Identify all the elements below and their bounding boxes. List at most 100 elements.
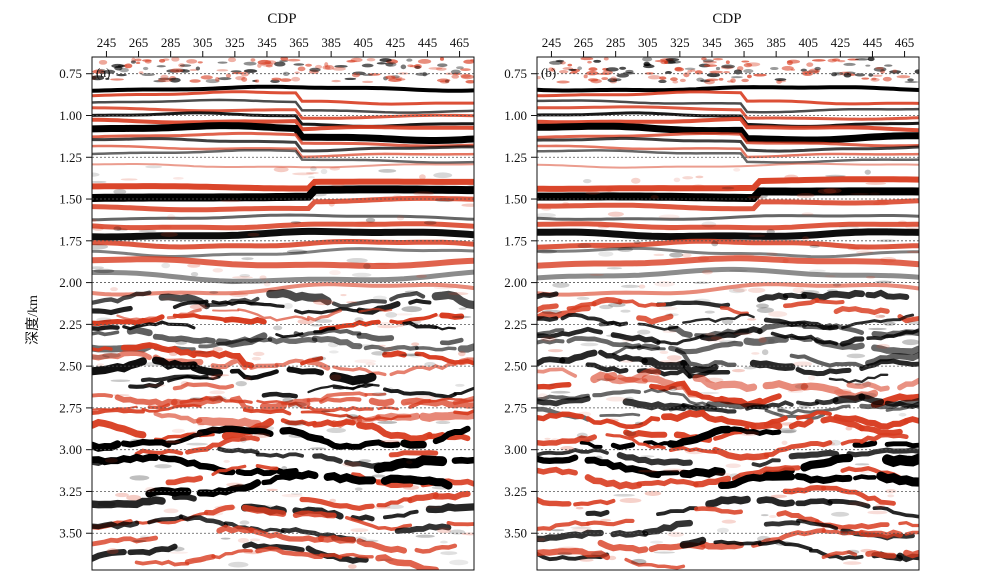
reflector-b-120 — [885, 403, 919, 412]
reflector-b-81 — [585, 362, 629, 374]
texture-b-11 — [576, 432, 588, 439]
reflector-a-171 — [323, 471, 377, 485]
reflector-a-13 — [92, 185, 474, 202]
reflector-a-148 — [134, 448, 184, 457]
texture-b-59 — [725, 463, 741, 469]
texture-a-65 — [126, 494, 142, 501]
noise-b-98 — [868, 73, 874, 77]
noise-b-136 — [871, 77, 877, 81]
noise-a-135 — [406, 58, 413, 62]
texture-a-6 — [220, 537, 231, 540]
texture-a-204 — [96, 363, 105, 367]
reflector-a-111 — [400, 397, 474, 409]
reflector-a-23 — [92, 290, 152, 305]
texture-b-88 — [801, 212, 814, 216]
noise-a-117 — [291, 76, 301, 82]
texture-a-135 — [413, 191, 435, 196]
reflector-b-114 — [858, 393, 885, 406]
texture-b-157 — [831, 511, 850, 517]
texture-b-48 — [743, 366, 756, 370]
texture-a-102 — [328, 350, 339, 354]
x-tick-label-a-11: 465 — [450, 35, 470, 50]
texture-a-47 — [172, 176, 184, 180]
reflector-a-48 — [92, 324, 120, 331]
texture-a-10 — [385, 504, 404, 510]
noise-a-46 — [286, 58, 301, 62]
y-tick-label-b-5: 2.00 — [504, 275, 527, 290]
reflector-b-126 — [795, 410, 832, 420]
reflector-b-170 — [794, 472, 853, 484]
reflector-a-131 — [419, 410, 474, 422]
texture-a-82 — [419, 174, 426, 180]
reflector-b-19 — [537, 246, 919, 259]
noise-a-18 — [92, 69, 106, 74]
reflector-a-2 — [92, 98, 474, 114]
texture-a-129 — [320, 168, 328, 175]
texture-b-111 — [849, 192, 870, 195]
texture-a-34 — [229, 292, 249, 297]
noise-a-100 — [216, 69, 229, 72]
texture-a-61 — [423, 220, 437, 225]
reflector-b-56 — [656, 334, 705, 346]
texture-b-85 — [781, 440, 788, 445]
reflector-b-206 — [757, 539, 813, 551]
noise-a-4 — [171, 57, 180, 62]
reflector-a-161 — [165, 475, 204, 486]
texture-a-165 — [411, 342, 420, 347]
reflector-b-20 — [537, 255, 919, 269]
texture-b-8 — [537, 537, 546, 542]
reflector-b-73 — [537, 356, 566, 367]
noise-b-77 — [882, 76, 892, 82]
reflector-a-158 — [235, 467, 299, 477]
texture-b-100 — [845, 426, 853, 431]
noise-b-30 — [806, 62, 814, 67]
reflector-b-23 — [537, 291, 559, 300]
reflector-b-24 — [655, 300, 731, 309]
reflector-a-205 — [92, 549, 127, 562]
texture-a-64 — [346, 258, 368, 263]
texture-b-35 — [550, 529, 565, 532]
texture-a-131 — [186, 442, 208, 446]
texture-a-74 — [455, 383, 465, 387]
texture-a-90 — [311, 193, 327, 197]
texture-b-189 — [607, 555, 617, 561]
texture-b-72 — [540, 336, 556, 342]
texture-a-203 — [464, 184, 474, 191]
reflector-b-184 — [537, 520, 590, 531]
texture-b-84 — [682, 176, 694, 180]
texture-b-115 — [784, 174, 799, 180]
texture-a-155 — [401, 306, 422, 313]
reflector-a-59 — [356, 332, 395, 342]
reflector-a-11 — [92, 163, 474, 169]
texture-b-12 — [618, 520, 626, 524]
reflector-a-163 — [255, 463, 279, 471]
texture-a-92 — [449, 529, 466, 535]
reflector-b-128 — [903, 416, 919, 424]
y-tick-label-a-9: 3.00 — [59, 442, 82, 457]
texture-b-61 — [666, 355, 682, 361]
texture-b-65 — [833, 388, 852, 395]
noise-a-11 — [241, 77, 248, 82]
texture-b-200 — [832, 282, 842, 287]
y-tick-label-a-5: 2.00 — [59, 275, 82, 290]
noise-a-134 — [197, 61, 203, 64]
texture-b-86 — [649, 540, 664, 544]
texture-b-117 — [669, 252, 684, 258]
reflector-a-33 — [294, 307, 362, 315]
reflector-a-198 — [394, 523, 452, 534]
reflector-a-58 — [293, 328, 362, 338]
reflector-b-143 — [537, 434, 597, 447]
plot-frame-b — [536, 56, 920, 571]
texture-a-27 — [371, 351, 388, 356]
noise-a-86 — [157, 78, 172, 83]
texture-a-209 — [351, 379, 366, 386]
texture-a-71 — [110, 379, 131, 382]
texture-b-50 — [697, 255, 710, 262]
texture-a-87 — [203, 342, 211, 346]
reflector-b-113 — [832, 393, 866, 405]
noise-a-67 — [169, 77, 181, 83]
noise-b-56 — [647, 75, 662, 80]
texture-b-123 — [883, 321, 896, 326]
noise-b-37 — [694, 70, 703, 75]
